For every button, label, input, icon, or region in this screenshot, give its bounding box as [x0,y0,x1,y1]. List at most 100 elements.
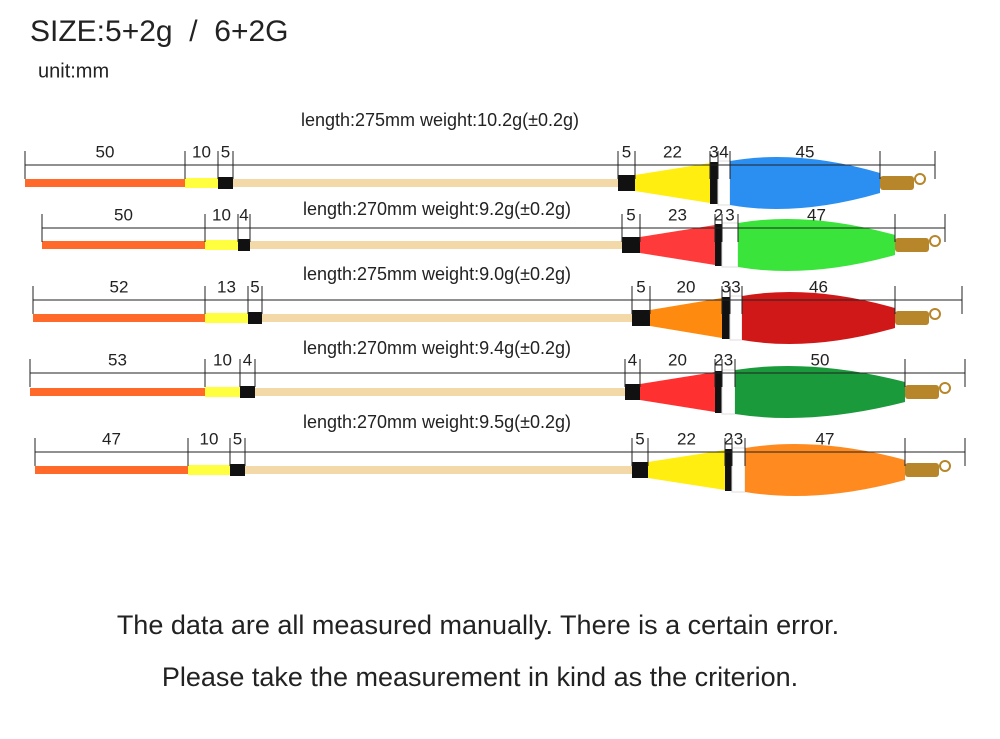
dimension-label: 47 [807,205,826,224]
rod [250,241,622,249]
dimension-label: 50 [96,142,115,161]
dimension-label: 50 [811,350,830,369]
tip [33,314,205,322]
dimension-label: 5 [636,277,645,296]
body-band [715,371,722,413]
dimension-label: 47 [102,429,121,448]
rod [245,466,632,474]
collar [622,237,640,253]
body [735,366,905,418]
dimension-label: 22 [663,142,682,161]
tip [30,388,205,396]
tip-band [205,387,240,397]
hook-eye [929,235,941,247]
dimension-label: 5 [622,142,631,161]
dimension-label: 52 [110,277,129,296]
hook-eye [929,308,941,320]
dimension-label: 46 [809,277,828,296]
spec-label: length:270mm weight:9.5g(±0.2g) [303,412,571,432]
dimension-label: 5 [233,429,242,448]
body-band [729,295,743,341]
dimension-label: 47 [816,429,835,448]
tip-band [205,240,238,250]
dimension-label: 10 [212,205,231,224]
body-band [725,449,732,491]
collar [632,310,650,326]
unit: unit:mm [38,60,109,82]
swivel [895,311,929,325]
hook-eye [939,382,951,394]
body-band [722,297,730,339]
body [738,219,895,271]
dimension-label: 5 [221,142,230,161]
dimension-label: 2 [724,429,733,448]
dimension-label: 3 [721,277,730,296]
dimension-label: 4 [719,142,728,161]
tip-band [185,178,218,188]
dimension-label: 20 [668,350,687,369]
dimension-label: 10 [200,429,219,448]
tip-band [238,239,250,251]
hook-eye [914,173,926,185]
body-front [648,450,725,490]
tip [25,179,185,187]
dimension-label: 20 [677,277,696,296]
tip [35,466,188,474]
collar [618,175,635,191]
dimension-label: 22 [677,429,696,448]
dimension-label: 3 [709,142,718,161]
dimension-label: 2 [714,205,723,224]
body-front [640,372,715,412]
dimension-label: 5 [626,205,635,224]
collar [632,462,648,478]
dimension-label: 3 [724,350,733,369]
dimension-label: 10 [213,350,232,369]
dimension-label: 4 [239,205,248,224]
body [730,157,880,209]
body-band [721,222,739,268]
swivel [880,176,914,190]
spec-label: length:275mm weight:10.2g(±0.2g) [301,110,579,130]
spec-label: length:270mm weight:9.2g(±0.2g) [303,199,571,219]
dimension-label: 3 [734,429,743,448]
dimension-label: 53 [108,350,127,369]
body-band [721,369,736,415]
dimension-label: 13 [217,277,236,296]
body [742,292,895,344]
swivel [895,238,929,252]
body-band [731,447,746,493]
spec-label: length:275mm weight:9.0g(±0.2g) [303,264,571,284]
body-front [650,298,722,338]
dimension-label: 5 [635,429,644,448]
dimension-label: 5 [250,277,259,296]
tip-band [240,386,255,398]
rod [233,179,618,187]
body-front [640,225,715,265]
swivel [905,463,939,477]
dimension-label: 4 [243,350,252,369]
tip-band [230,464,245,476]
tip-band [188,465,230,475]
title: SIZE:5+2g / 6+2G [30,15,289,48]
tip-band [218,177,233,189]
hook-eye [939,460,951,472]
tip-band [248,312,262,324]
rod [262,314,632,322]
body [745,444,905,496]
floats: length:275mm weight:10.2g(±0.2g)50 10 5 5 22… [24,110,966,496]
dimension-label: 45 [796,142,815,161]
dimension-label: 2 [714,350,723,369]
dimension-label: 10 [192,142,211,161]
body-band [715,224,722,266]
body-band [717,160,731,206]
body-front [635,163,710,203]
tip-band [205,313,248,323]
tip [42,241,205,249]
dimension-label: 23 [668,205,687,224]
body-band [710,162,718,204]
dimension-label: 3 [731,277,740,296]
dimension-label: 3 [725,205,734,224]
collar [625,384,640,400]
swivel [905,385,939,399]
